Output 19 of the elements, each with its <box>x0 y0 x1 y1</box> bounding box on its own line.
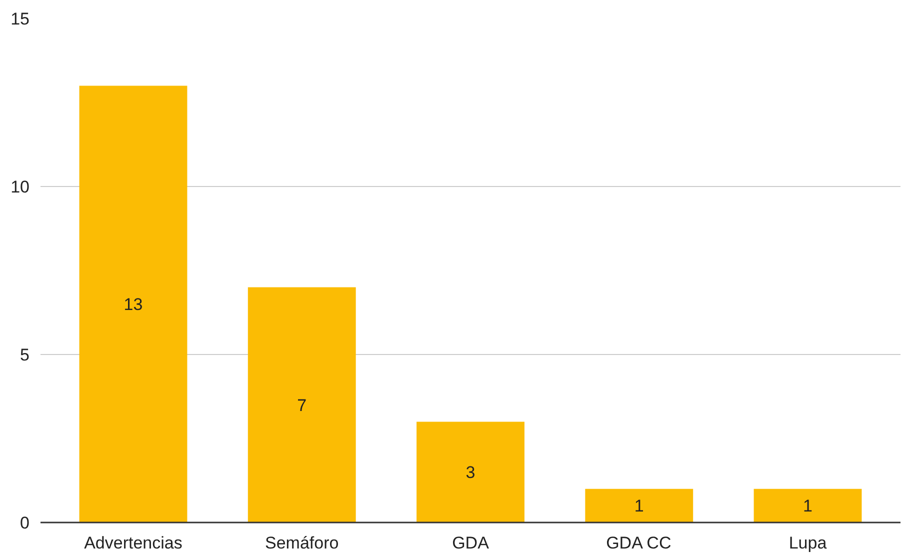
x-tick-label: GDA CC <box>606 534 672 552</box>
bar <box>248 287 356 522</box>
bar <box>416 422 524 522</box>
x-tick-label: Advertencias <box>84 534 182 552</box>
y-tick-label: 0 <box>20 514 30 532</box>
data-label: 13 <box>124 295 143 314</box>
y-tick-label: 5 <box>20 346 30 364</box>
data-label: 3 <box>466 463 476 482</box>
x-tick-label: Lupa <box>788 534 828 552</box>
y-tick-label: 10 <box>10 178 30 196</box>
data-label: 1 <box>803 496 812 516</box>
bar <box>79 86 188 522</box>
bar <box>754 488 862 522</box>
data-label: 1 <box>634 496 644 516</box>
bar <box>585 488 694 522</box>
y-tick-label: 15 <box>10 10 30 28</box>
x-tick-label: GDA <box>452 534 490 552</box>
data-label: 7 <box>297 396 307 415</box>
x-tick-label: Semáforo <box>265 534 339 552</box>
